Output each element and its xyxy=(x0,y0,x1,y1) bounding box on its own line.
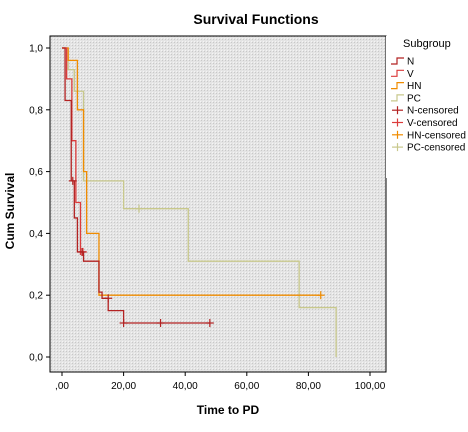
series-layer xyxy=(62,47,337,357)
series-line-pc xyxy=(62,47,337,357)
legend-label: V xyxy=(407,69,414,80)
legend-label: HN-censored xyxy=(407,130,466,141)
censor-mark-hn xyxy=(316,291,325,300)
chart-title: Survival Functions xyxy=(193,11,318,27)
censor-mark-n xyxy=(205,319,214,328)
plot-area xyxy=(49,35,387,373)
legend-label: PC-censored xyxy=(407,143,465,154)
y-tick-label: 1,0 xyxy=(29,44,43,55)
censor-mark-n xyxy=(68,176,77,185)
censor-mark-pc xyxy=(135,204,143,213)
legend-label: N-censored xyxy=(407,106,459,117)
legend-item: HN-censored xyxy=(392,130,466,141)
legend-box xyxy=(386,36,468,178)
y-tick-label: 0,0 xyxy=(29,353,43,364)
legend-label: HN xyxy=(407,81,421,92)
legend-item: N-censored xyxy=(392,106,459,117)
series-line-n xyxy=(62,47,210,324)
x-tick-label: 40,00 xyxy=(173,381,198,392)
y-tick-label: 0,2 xyxy=(29,291,43,302)
legend-title: Subgroup xyxy=(403,38,451,50)
legend-label: V-censored xyxy=(407,118,458,129)
legend-item: V-censored xyxy=(392,118,458,129)
y-axis-label: Cum Survival xyxy=(3,173,17,250)
censor-mark-n xyxy=(119,319,128,328)
series-line-hn xyxy=(62,47,321,296)
legend-label: PC xyxy=(407,93,421,104)
censor-mark-n xyxy=(104,294,113,303)
y-axis: 0,0 0,2 0,4 0,6 0,8 1,0 xyxy=(29,44,50,364)
legend-label: N xyxy=(407,57,414,68)
legend-item: PC xyxy=(391,93,421,104)
legend-item: PC-censored xyxy=(392,143,465,154)
y-tick-label: 0,4 xyxy=(29,229,43,240)
legend-item: HN xyxy=(391,81,421,92)
x-tick-label: 80,00 xyxy=(296,381,321,392)
x-axis-label: Time to PD xyxy=(197,403,260,417)
censor-mark-n xyxy=(78,247,87,256)
legend-item: N xyxy=(391,57,414,68)
y-tick-label: 0,6 xyxy=(29,167,43,178)
x-tick-label: ,00 xyxy=(55,381,69,392)
legend-item: V xyxy=(391,69,414,80)
x-tick-label: 60,00 xyxy=(234,381,259,392)
legend-swatch xyxy=(391,94,404,102)
y-tick-label: 0,8 xyxy=(29,105,43,116)
legend-swatch xyxy=(391,57,404,65)
censor-mark-n xyxy=(156,319,165,328)
legend-swatch xyxy=(391,69,404,77)
legend-swatch xyxy=(391,82,404,90)
x-tick-label: 20,00 xyxy=(111,381,136,392)
x-axis: ,00 20,00 40,00 60,00 80,00 100,00 xyxy=(55,372,386,392)
x-tick-label: 100,00 xyxy=(355,381,386,392)
